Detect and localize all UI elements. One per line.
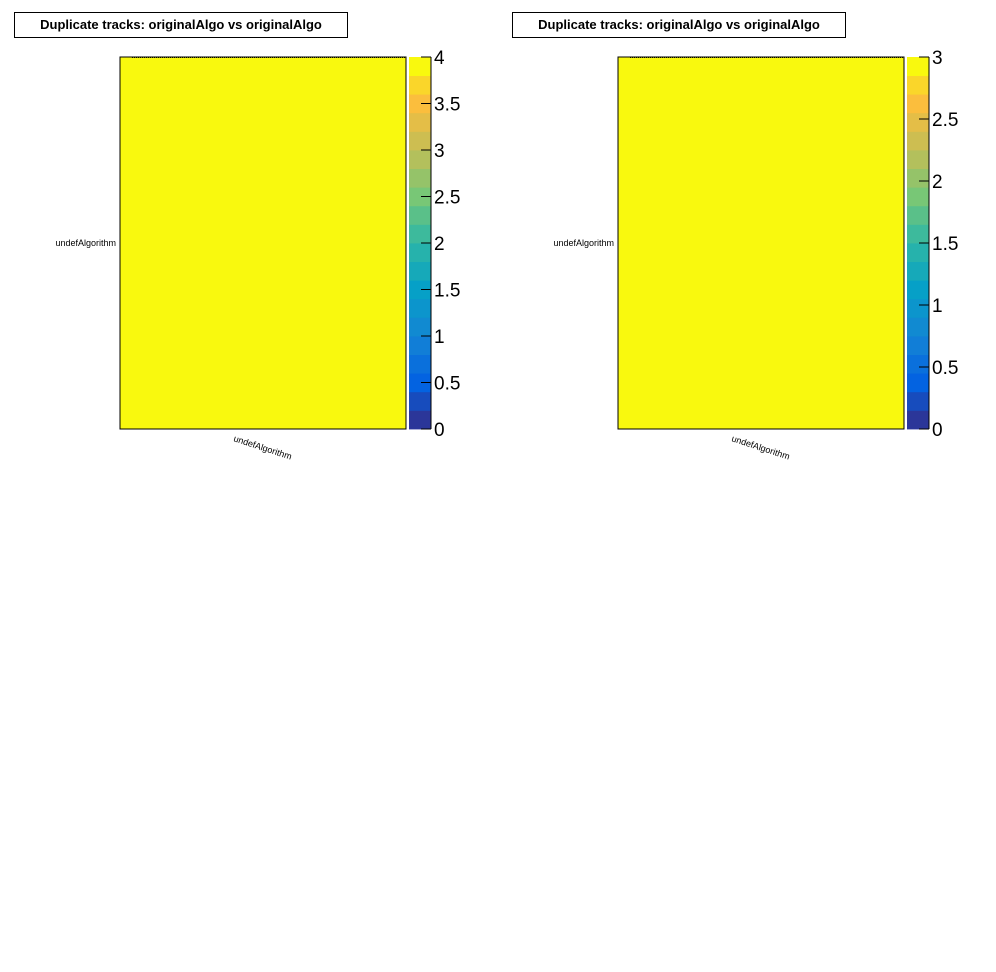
colorbar-band — [907, 354, 929, 374]
y-category-label: undefAlgorithm — [55, 238, 116, 248]
colorbar-band — [409, 94, 431, 114]
colorbar-tick-label: 2.5 — [434, 188, 460, 209]
left-chart-pad: undefAlgorithm undefAlgorithm 0 0.5 1 1.5 2 2.5… — [0, 0, 498, 486]
heatmap-cell — [618, 57, 904, 429]
colorbar-band — [907, 57, 929, 76]
left-chart-title: Duplicate tracks: originalAlgo vs origin… — [14, 12, 348, 38]
colorbar-tick-label: 3 — [932, 48, 943, 69]
left-heatmap: undefAlgorithm undefAlgorithm 0 0.5 1 1.5 2 2.5… — [55, 48, 460, 462]
colorbar-tick-label: 1 — [932, 296, 943, 317]
colorbar-band — [907, 336, 929, 355]
colorbar-band — [907, 317, 929, 337]
colorbar-band — [409, 298, 431, 318]
colorbar-tick-label: 0.5 — [434, 374, 460, 395]
colorbar-band — [907, 373, 929, 393]
colorbar-band — [907, 150, 929, 169]
colorbar-band — [409, 57, 431, 76]
right-chart-title: Duplicate tracks: originalAlgo vs origin… — [512, 12, 846, 38]
colorbar-tick-label: 3 — [434, 141, 445, 162]
colorbar-band — [409, 131, 431, 151]
colorbar-band — [907, 205, 929, 225]
colorbar-band — [409, 243, 431, 262]
colorbar-tick-label: 1 — [434, 327, 445, 348]
colorbar-band — [409, 280, 431, 300]
colorbar-band — [907, 391, 929, 411]
colorbar-band — [409, 205, 431, 225]
colorbar-tick-label: 2 — [932, 172, 943, 193]
y-category-label: undefAlgorithm — [553, 238, 614, 248]
colorbar-band — [907, 298, 929, 318]
right-heatmap: undefAlgorithm undefAlgorithm 0 0.5 1 1.5 2 2.5… — [553, 48, 958, 462]
colorbar-band — [907, 187, 929, 207]
colorbar-band — [907, 94, 929, 114]
colorbar-band — [409, 373, 431, 393]
colorbar-band — [409, 75, 431, 95]
colorbar-tick-label: 1.5 — [932, 234, 958, 255]
colorbar-band — [907, 168, 929, 188]
colorbar-band — [409, 187, 431, 207]
colorbar-band — [409, 168, 431, 188]
colorbar-band — [409, 261, 431, 281]
colorbar-tick-label: 4 — [434, 48, 445, 69]
colorbar-band — [907, 75, 929, 95]
colorbar-band — [907, 131, 929, 151]
x-category-label: undefAlgorithm — [232, 433, 293, 461]
colorbar-band — [409, 336, 431, 355]
colorbar-band — [907, 410, 929, 430]
colorbar-tick-label: 2 — [434, 234, 445, 255]
colorbar-tick-label: 0 — [434, 420, 445, 441]
heatmap-cell — [120, 57, 406, 429]
colorbar-band — [409, 410, 431, 430]
colorbar-band — [409, 317, 431, 337]
colorbar-band — [907, 280, 929, 300]
colorbar-band — [907, 243, 929, 262]
colorbar-band — [907, 112, 929, 132]
colorbar-band — [409, 354, 431, 374]
colorbar-band — [409, 224, 431, 244]
colorbar-band — [907, 224, 929, 244]
right-chart-pad: undefAlgorithm undefAlgorithm 0 0.5 1 1.5 2 2.5… — [498, 0, 996, 486]
colorbar-band — [409, 391, 431, 411]
colorbar-band — [907, 261, 929, 281]
colorbar-tick-label: 3.5 — [434, 95, 460, 116]
colorbar-tick-label: 1.5 — [434, 281, 460, 302]
colorbar-tick-label: 2.5 — [932, 110, 958, 131]
colorbar-tick-label: 0 — [932, 420, 943, 441]
colorbar-tick-label: 0.5 — [932, 358, 958, 379]
colorbar-band — [409, 112, 431, 132]
colorbar-band — [409, 150, 431, 169]
x-category-label: undefAlgorithm — [730, 433, 791, 461]
